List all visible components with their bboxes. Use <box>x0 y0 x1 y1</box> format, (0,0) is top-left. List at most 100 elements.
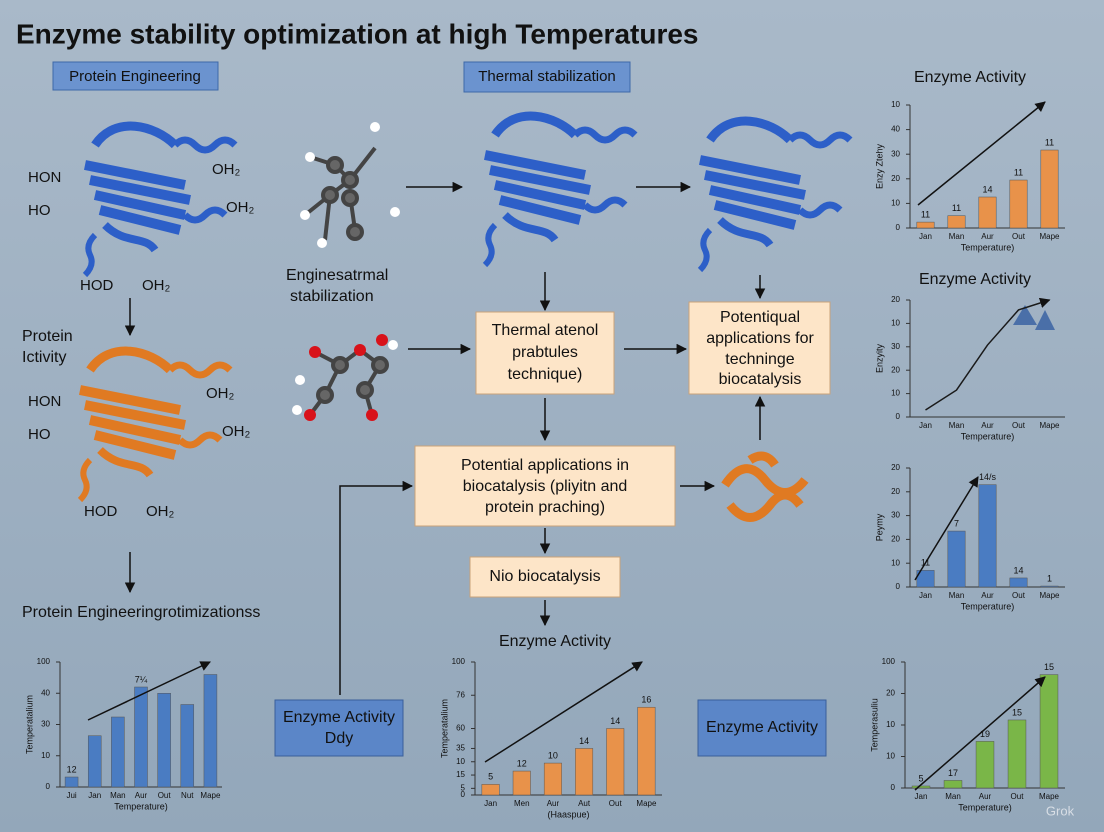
x-tick-label: Aur <box>979 792 992 801</box>
y-tick-label: 10 <box>891 558 900 567</box>
x-tick-label: Men <box>514 799 530 808</box>
x-axis-label: (Haaspue) <box>547 809 589 819</box>
x-tick-label: Jan <box>88 791 101 800</box>
bar-label: 14 <box>579 736 589 746</box>
bar-label: 7 <box>954 518 959 528</box>
bar-label: 12 <box>67 764 77 774</box>
side-label: Protein <box>22 328 73 345</box>
bar <box>943 780 963 789</box>
y-tick-label: 5 <box>461 783 466 792</box>
y-tick-label: 20 <box>891 535 900 544</box>
bar-label: 5 <box>918 773 923 783</box>
x-tick-label: Jan <box>919 232 932 241</box>
side-label: Enginesatrmal <box>286 267 388 284</box>
y-tick-label: 10 <box>891 389 900 398</box>
box-text: techninge <box>725 351 794 368</box>
box-text: Enzyme Activity <box>283 709 395 726</box>
y-tick-label: 30 <box>891 342 900 351</box>
y-tick-label: 20 <box>891 487 900 496</box>
bar <box>606 728 625 796</box>
bar <box>543 762 562 796</box>
tag-label: Protein Engineering <box>69 68 201 85</box>
bar <box>947 215 966 229</box>
y-tick-label: 60 <box>456 724 465 733</box>
box-text: Ddy <box>325 730 353 747</box>
box-text: applications for <box>706 330 814 347</box>
y-tick-label: 10 <box>891 100 900 109</box>
trend-arrow <box>87 661 211 721</box>
bar-label: 11 <box>921 209 930 219</box>
x-tick-label: Mape <box>636 799 657 808</box>
y-axis-label: Enzyity <box>874 343 884 373</box>
y-axis-label: Enzy Ztehy <box>874 143 884 189</box>
y-tick-label: 10 <box>891 199 900 208</box>
y-tick-label: 0 <box>46 782 51 791</box>
x-tick-label: Mape <box>1039 792 1060 801</box>
bar <box>978 196 997 229</box>
tag <box>463 61 631 93</box>
bar <box>1039 674 1059 789</box>
bar-label: 14 <box>982 184 992 194</box>
box-text: Nio biocatalysis <box>489 568 600 585</box>
x-axis-label: Temperature) <box>958 802 1012 812</box>
bar <box>575 748 594 796</box>
bar <box>481 784 500 796</box>
x-tick-label: Out <box>609 799 623 808</box>
mol-label: HOD <box>80 277 114 294</box>
bar-label: 14 <box>610 716 620 726</box>
x-tick-label: Nut <box>181 791 194 800</box>
x-tick-label: Man <box>949 232 965 241</box>
bar-label: 10 <box>548 750 558 760</box>
side-label: stabilization <box>290 288 374 305</box>
x-tick-label: Jan <box>484 799 497 808</box>
x-tick-label: Man <box>945 792 961 801</box>
x-tick-label: Out <box>1011 792 1025 801</box>
y-tick-label: 0 <box>896 412 901 421</box>
y-axis-label: Peymy <box>874 513 884 541</box>
mol-label: HOD <box>84 503 118 520</box>
orange-helix <box>721 451 809 522</box>
bar <box>1040 585 1059 588</box>
y-tick-label: 10 <box>41 751 50 760</box>
trend-arrow <box>917 101 1046 206</box>
y-tick-label: 20 <box>886 689 895 698</box>
trend-arrow <box>484 661 643 763</box>
decor-triangle <box>1035 310 1055 330</box>
bar <box>111 716 125 788</box>
box-text: technique) <box>508 366 583 383</box>
y-tick-label: 100 <box>882 657 896 666</box>
bar <box>1007 719 1027 789</box>
box-text: Potential applications in <box>461 457 629 474</box>
x-tick-label: Out <box>1012 232 1026 241</box>
bar-label: 11 <box>1045 137 1054 147</box>
bar <box>512 770 531 796</box>
y-tick-label: 76 <box>456 690 465 699</box>
x-tick-label: Man <box>949 591 965 600</box>
molecule <box>292 334 398 421</box>
bar-label: 12 <box>517 758 527 768</box>
bar <box>978 484 997 588</box>
box-text: prabtules <box>512 344 578 361</box>
x-tick-label: Mape <box>1039 421 1060 430</box>
bar-label: 17 <box>948 768 958 778</box>
y-tick-label: 10 <box>886 752 895 761</box>
y-tick-label: 10 <box>891 319 900 328</box>
bar-label: 15 <box>1012 707 1022 717</box>
bar-label: 11 <box>952 203 961 213</box>
bar <box>1009 179 1028 229</box>
box-text: Potentiqual <box>720 309 800 326</box>
y-tick-label: 35 <box>456 744 465 753</box>
x-tick-label: Jan <box>919 591 932 600</box>
y-tick-label: 20 <box>891 174 900 183</box>
mol-label: HON <box>28 169 61 186</box>
molecule <box>300 122 400 248</box>
x-tick-label: Jan <box>919 421 932 430</box>
y-tick-label: 10 <box>886 720 895 729</box>
y-tick-label: 0 <box>896 223 901 232</box>
x-tick-label: Out <box>158 791 172 800</box>
side-label: Ictivity <box>22 349 66 366</box>
mol-label: HO <box>28 426 51 443</box>
bar-label: 14 <box>1013 565 1023 575</box>
